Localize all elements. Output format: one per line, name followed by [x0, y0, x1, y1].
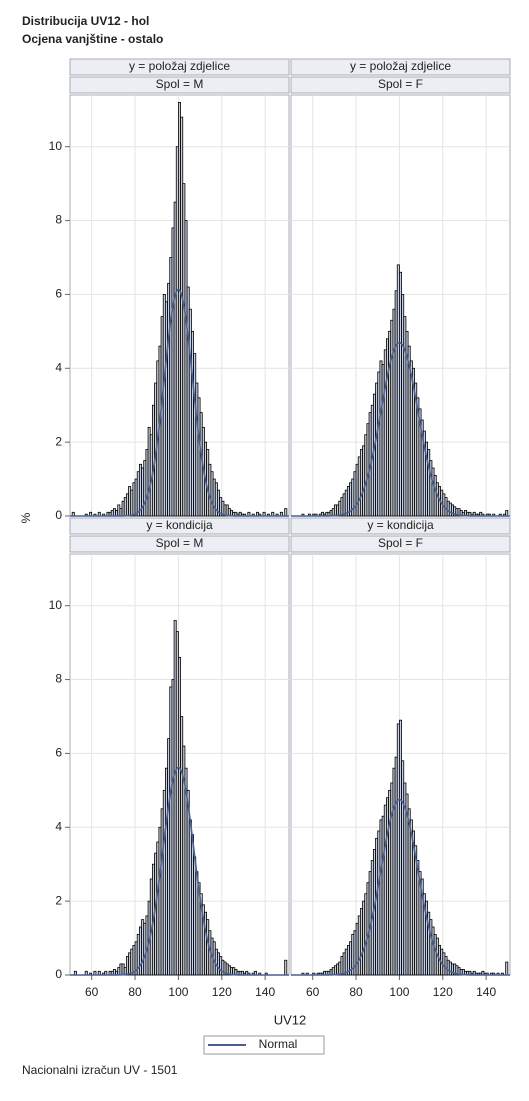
panel-header: [290, 535, 511, 553]
x-tick-label: 80: [128, 985, 142, 999]
y-tick-label: 4: [55, 360, 62, 374]
y-tick-label: 10: [49, 139, 63, 153]
x-tick-label: 60: [306, 985, 320, 999]
x-tick-label: 60: [85, 985, 99, 999]
y-tick-label: 6: [55, 746, 62, 760]
col-header-label: Spol = M: [156, 77, 204, 91]
histogram-bar: [505, 961, 509, 976]
normal-curve: [291, 798, 510, 976]
panel-header: [69, 535, 290, 553]
panel-header: [69, 517, 290, 535]
x-axis-label: UV12: [274, 1012, 307, 1027]
x-tick-label: 120: [212, 985, 232, 999]
panel-header: [69, 76, 290, 94]
y-tick-label: 0: [55, 508, 62, 522]
panel-header: [69, 58, 290, 76]
x-tick-label: 120: [433, 985, 453, 999]
y-tick-label: 8: [55, 672, 62, 686]
normal-curve: [291, 341, 510, 517]
legend-box: [203, 1035, 325, 1055]
panel-header: [290, 76, 511, 94]
row-header-label: y = kondicija: [367, 518, 434, 532]
x-tick-label: 100: [168, 985, 188, 999]
chart-subtitle: Ocjena vanjštine - ostalo: [22, 32, 163, 46]
y-tick-label: 4: [55, 819, 62, 833]
normal-curve: [70, 766, 289, 976]
col-header-label: Spol = M: [156, 536, 204, 550]
histogram-bar: [284, 508, 288, 517]
panel-header: [290, 517, 511, 535]
row-header-label: y = položaj zdjelice: [350, 59, 451, 73]
x-tick-label: 80: [349, 985, 363, 999]
y-tick-label: 6: [55, 287, 62, 301]
y-tick-label: 2: [55, 893, 62, 907]
x-tick-label: 100: [389, 985, 409, 999]
row-header-label: y = položaj zdjelice: [129, 59, 230, 73]
y-tick-label: 10: [49, 598, 63, 612]
col-header-label: Spol = F: [378, 77, 423, 91]
x-tick-label: 140: [255, 985, 275, 999]
y-axis-label: %: [19, 512, 33, 523]
panel-header: [290, 58, 511, 76]
y-tick-label: 8: [55, 213, 62, 227]
x-tick-label: 140: [476, 985, 496, 999]
normal-curve: [70, 288, 289, 517]
footnote: Nacionalni izračun UV - 1501: [22, 1063, 178, 1077]
y-tick-label: 2: [55, 434, 62, 448]
row-header-label: y = kondicija: [146, 518, 213, 532]
y-tick-label: 0: [55, 967, 62, 981]
histogram-bar: [284, 959, 288, 976]
chart-title: Distribucija UV12 - hol: [22, 14, 149, 28]
legend-label: Normal: [259, 1037, 298, 1051]
col-header-label: Spol = F: [378, 536, 423, 550]
histogram-bar: [505, 510, 509, 517]
